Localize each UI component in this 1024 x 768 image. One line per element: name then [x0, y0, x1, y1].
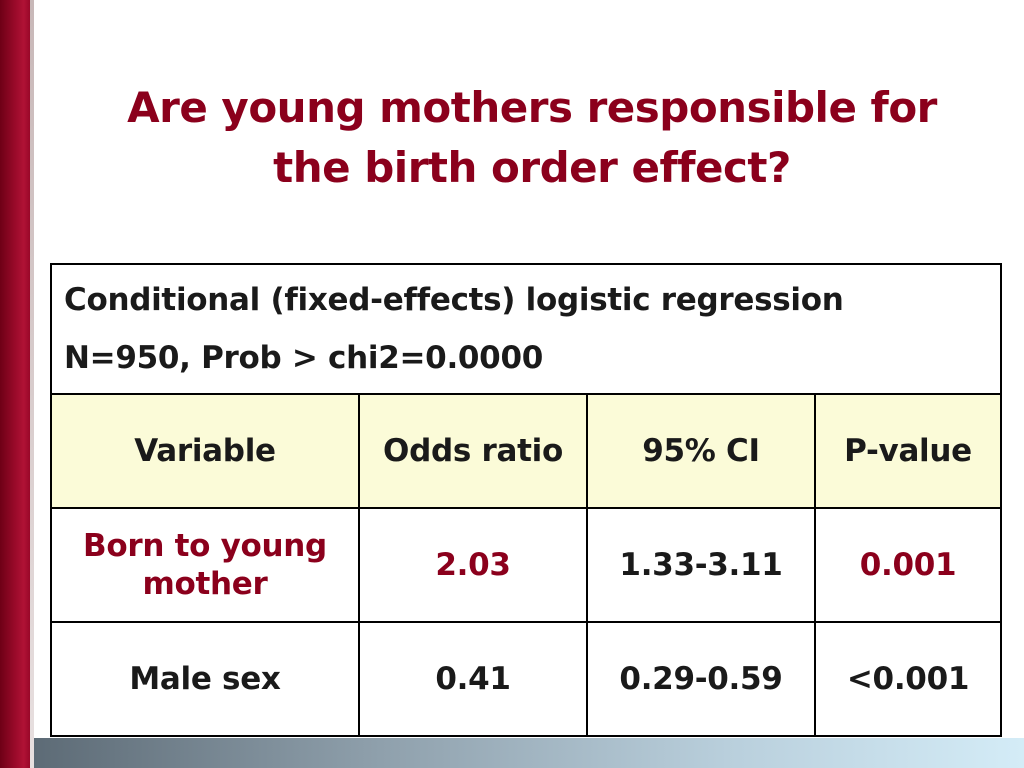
table-row: Born to young mother 2.03 1.33-3.11 0.00… — [50, 507, 1002, 623]
header-row: Variable Odds ratio 95% CI P-value — [50, 393, 1002, 509]
summary-row: Conditional (fixed-effects) logistic reg… — [50, 263, 1002, 395]
regression-results-table: Conditional (fixed-effects) logistic reg… — [50, 263, 1002, 737]
cell-p-value: 0.001 — [814, 507, 1002, 623]
cell-variable: Born to young mother — [50, 507, 360, 623]
variable-line-2: mother — [142, 566, 268, 602]
slide-title: Are young mothers responsible for the bi… — [60, 78, 1004, 198]
cell-odds-ratio: 2.03 — [358, 507, 588, 623]
cell-variable: Male sex — [50, 621, 360, 737]
left-decorative-bar — [0, 0, 34, 768]
cell-ci: 1.33-3.11 — [586, 507, 816, 623]
variable-line-1: Born to young — [83, 528, 327, 564]
table-row: Male sex 0.41 0.29-0.59 <0.001 — [50, 621, 1002, 737]
summary-line-1: Conditional (fixed-effects) logistic reg… — [64, 282, 844, 318]
header-variable: Variable — [50, 393, 360, 509]
header-odds-ratio: Odds ratio — [358, 393, 588, 509]
summary-cell: Conditional (fixed-effects) logistic reg… — [50, 263, 1002, 395]
header-ci: 95% CI — [586, 393, 816, 509]
bottom-decorative-bar — [34, 738, 1024, 768]
header-p-value: P-value — [814, 393, 1002, 509]
title-line-1: Are young mothers responsible for — [127, 83, 937, 132]
cell-p-value: <0.001 — [814, 621, 1002, 737]
cell-ci: 0.29-0.59 — [586, 621, 816, 737]
results-table-container: Conditional (fixed-effects) logistic reg… — [50, 263, 1002, 737]
cell-odds-ratio: 0.41 — [358, 621, 588, 737]
title-line-2: the birth order effect? — [273, 143, 791, 192]
summary-line-2: N=950, Prob > chi2=0.0000 — [64, 340, 543, 376]
